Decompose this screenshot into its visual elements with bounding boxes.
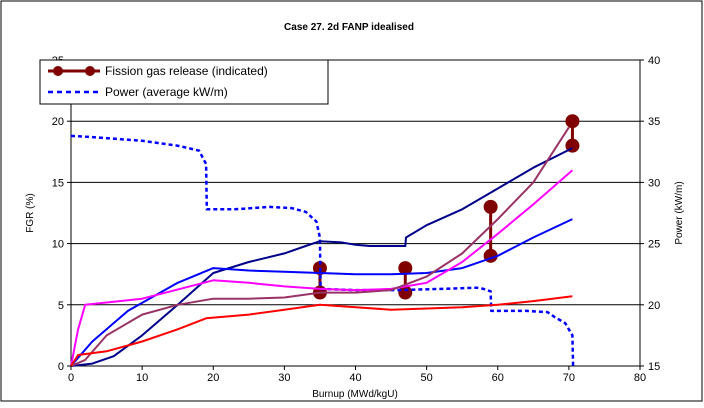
x-tick-label-3: 30 <box>278 372 290 384</box>
y-tick-label-0: 0 <box>58 361 64 373</box>
fgr-point-low-1 <box>398 285 413 300</box>
x-axis-label: Burnup (MWd/kgU) <box>312 389 398 400</box>
x-tick-label-2: 20 <box>207 372 219 384</box>
y2-tick-label-2: 25 <box>648 239 660 251</box>
series-line-4 <box>70 169 574 367</box>
x-tick-label-6: 60 <box>492 372 504 384</box>
legend-marker-fgr-2 <box>85 66 95 76</box>
legend: Fission gas release (indicated) Power (a… <box>39 59 329 105</box>
y2-tick-label-1: 20 <box>648 300 660 312</box>
y-tick-label-2: 10 <box>52 239 64 251</box>
series-layer <box>70 114 580 367</box>
x-tick-label-8: 80 <box>634 372 646 384</box>
grid-layer <box>71 120 640 306</box>
legend-label-power: Power (average kW/m) <box>105 85 228 99</box>
series-line-2 <box>70 147 573 367</box>
series-line-3 <box>70 218 573 367</box>
y2-tick-label-0: 15 <box>648 361 660 373</box>
x-tick-label-7: 70 <box>563 372 575 384</box>
y2-tick-label-5: 40 <box>648 55 660 67</box>
legend-label-fgr: Fission gas release (indicated) <box>105 64 268 78</box>
fgr-point-high-2 <box>483 199 498 214</box>
y-tick-label-3: 15 <box>52 177 64 189</box>
fgr-point-high-1 <box>398 261 413 276</box>
x-tick-label-1: 10 <box>136 372 148 384</box>
y2-tick-label-3: 30 <box>648 177 660 189</box>
y2-axis-label: Power (kW/m) <box>674 181 685 244</box>
x-tick-label-5: 50 <box>421 372 433 384</box>
y-tick-label-4: 20 <box>52 116 64 128</box>
series-line-6 <box>70 295 573 367</box>
fgr-point-high-3 <box>565 114 580 129</box>
y-axis-label: FGR (%) <box>25 193 36 232</box>
x-tick-label-0: 0 <box>68 372 74 384</box>
series-line-5 <box>70 126 570 367</box>
chart-title: Case 27. 2d FANP idealised <box>284 22 414 33</box>
legend-marker-fgr <box>53 66 63 76</box>
y-tick-label-1: 5 <box>58 300 64 312</box>
x-tick-label-4: 40 <box>349 372 361 384</box>
y2-tick-label-4: 35 <box>648 116 660 128</box>
